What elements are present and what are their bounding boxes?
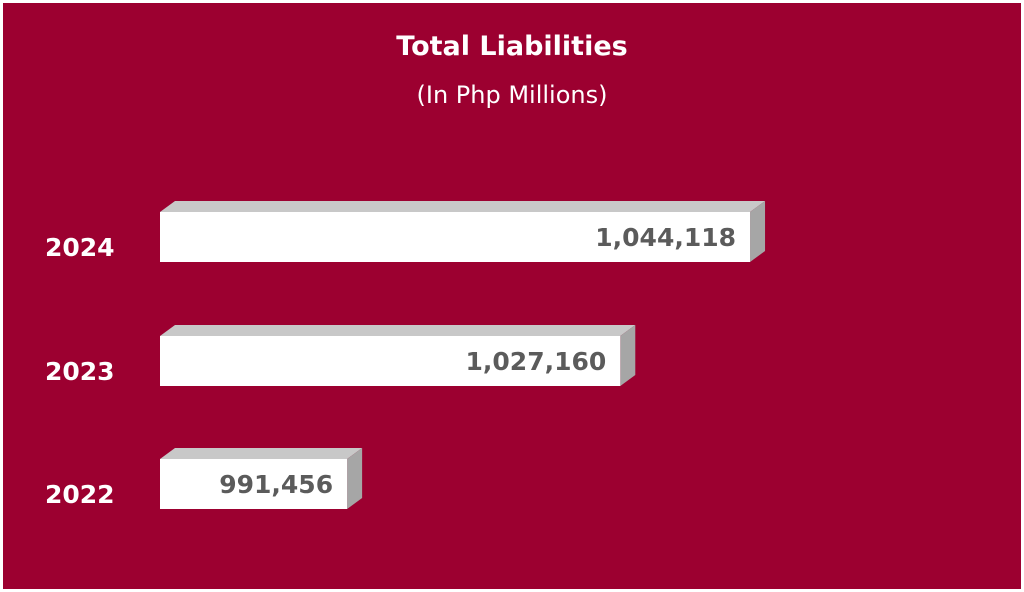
category-label: 2022 [45, 480, 115, 509]
category-label: 2023 [45, 357, 115, 386]
data-label: 991,456 [219, 470, 333, 499]
bar-side-face [620, 325, 636, 386]
bar-group-2022: 991,456 2022 [45, 448, 363, 509]
chart-title: Total Liabilities [396, 31, 628, 62]
bar [160, 212, 751, 262]
data-label: 1,044,118 [595, 223, 736, 252]
bar-group-2023: 1,027,160 2023 [45, 325, 636, 386]
bar-top-face [160, 325, 636, 336]
bar-top-face [160, 448, 363, 459]
bar [160, 336, 621, 386]
bar [160, 459, 348, 509]
data-label: 1,027,160 [466, 347, 607, 376]
bar-side-face [750, 201, 766, 262]
category-label: 2024 [45, 233, 115, 262]
bar-top-face [160, 201, 766, 212]
bar-group-2024: 1,044,118 2024 [45, 201, 766, 262]
bars-layer: 1,044,118 2024 1,027,160 2023 991,456 2022 [45, 201, 766, 509]
bar-side-face [347, 448, 363, 509]
chart-subtitle: (In Php Millions) [416, 81, 608, 109]
